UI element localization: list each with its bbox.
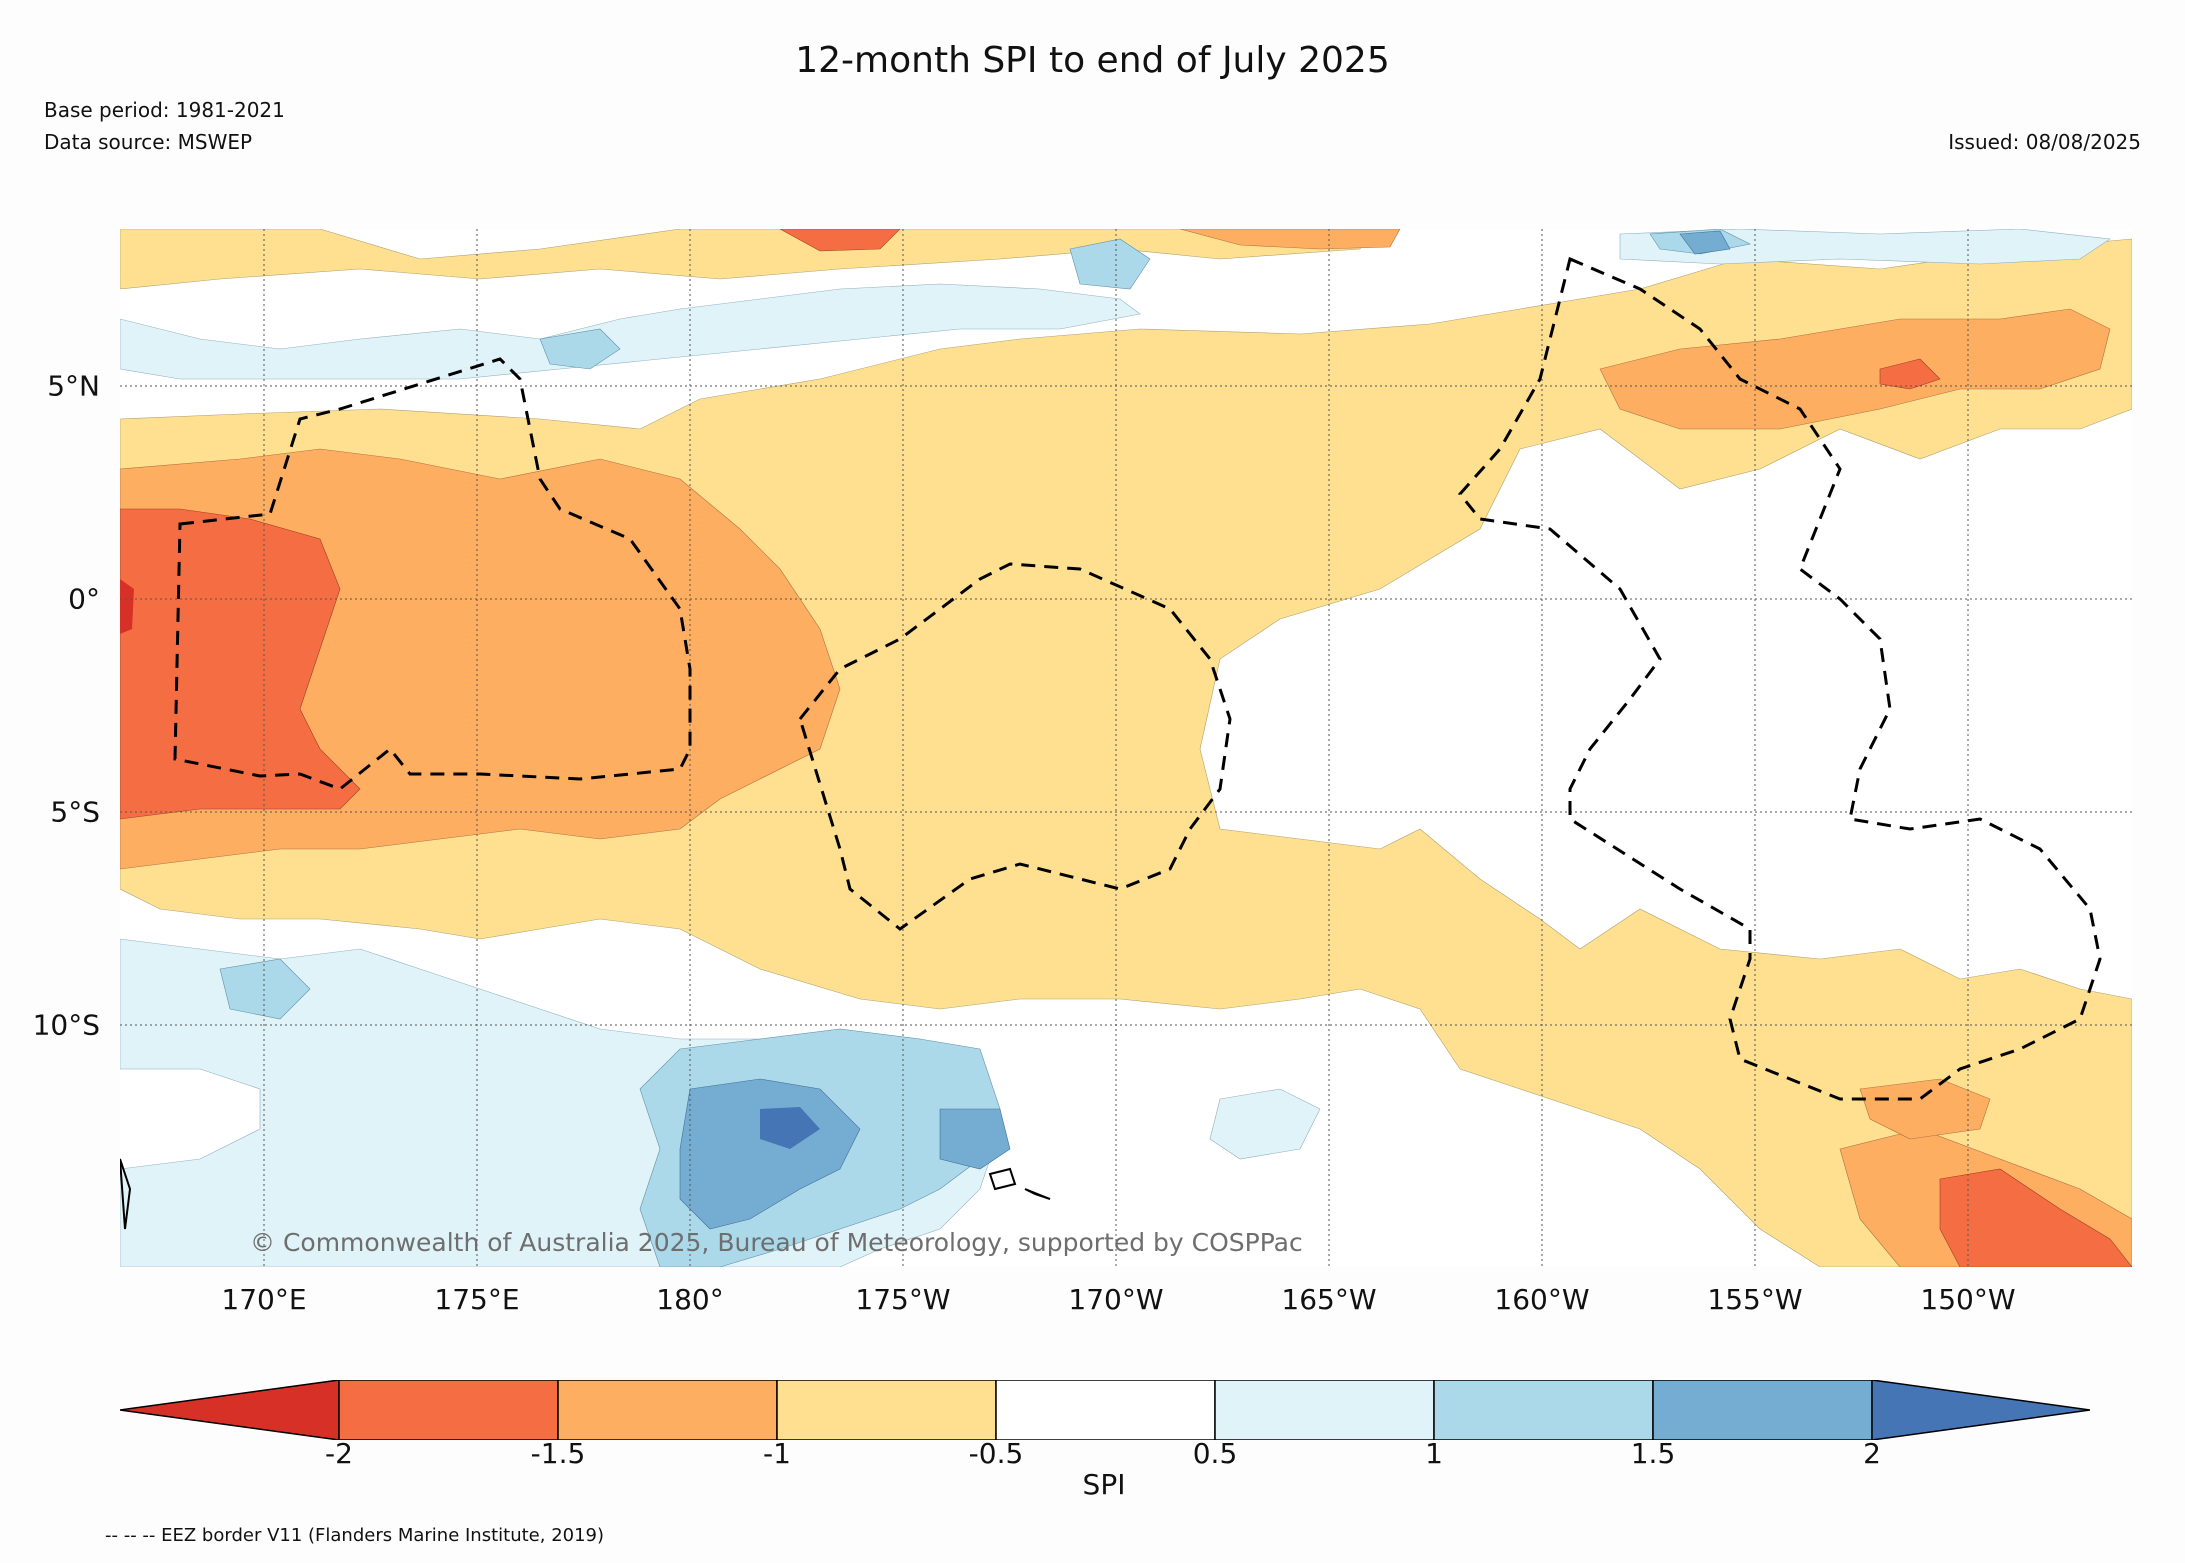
lon-tick-label: 175°W: [855, 1283, 951, 1316]
colorbar-segment: [1652, 1380, 1873, 1440]
spi-colorbar: [120, 1380, 2090, 1440]
lon-tick-label: 150°W: [1920, 1283, 2016, 1316]
lon-tick-label: 170°E: [221, 1283, 307, 1316]
eez-border-central: [798, 562, 1232, 931]
colorbar-tick-label: -1.5: [530, 1437, 586, 1470]
lon-tick-label: 180°: [656, 1283, 724, 1316]
spi-region-wet-very-extreme: [760, 1107, 820, 1149]
lon-tick-label: 160°W: [1494, 1283, 1590, 1316]
lon-tick-label: 170°W: [1068, 1283, 1164, 1316]
colorbar-tick-label: 0.5: [1192, 1437, 1238, 1470]
colorbar-tick-label: 1.5: [1630, 1437, 1676, 1470]
map-title: 12-month SPI to end of July 2025: [795, 40, 1390, 81]
colorbar-extend-high: [1871, 1380, 2090, 1440]
eez-border-west: [173, 357, 692, 791]
spi-region-wet-severe-n2: [539, 328, 621, 370]
island-2: [1024, 1188, 1051, 1200]
colorbar-tick-label: -2: [325, 1437, 353, 1470]
base-period: Base period: 1981-2021: [44, 98, 285, 122]
spi-region-dry-severe-top: [1179, 229, 1401, 250]
eez-legend-note: -- -- -- EEZ border V11 (Flanders Marine…: [105, 1525, 605, 1546]
issued-date: Issued: 08/08/2025: [1948, 130, 2141, 154]
colorbar-tick-label: -1: [763, 1437, 791, 1470]
spi-region-dry-extreme-top: [779, 229, 901, 252]
copyright-notice: © Commonwealth of Australia 2025, Bureau…: [250, 1228, 1303, 1257]
colorbar-title: SPI: [1082, 1468, 1126, 1501]
colorbar-tick-label: 1: [1425, 1437, 1443, 1470]
colorbar-segment: [557, 1380, 778, 1440]
spi-region-wet-extreme-2: [939, 1108, 1011, 1170]
spi-region-wet-moderate-sc: [1209, 1088, 1321, 1160]
colorbar-segment: [995, 1380, 1216, 1440]
lon-tick-label: 175°E: [434, 1283, 520, 1316]
island-3: [120, 1158, 132, 1230]
spi-map-canvas: [120, 229, 2132, 1267]
colorbar-segment: [1214, 1380, 1435, 1440]
spi-region-wet-severe-n: [1069, 238, 1151, 290]
colorbar-segment: [1433, 1380, 1654, 1440]
islands: [120, 1158, 1051, 1230]
spi-region-wet-moderate-north: [120, 283, 1141, 380]
spi-region-dry-severe-se2: [1859, 1078, 1991, 1140]
spi-region-dry-extreme-se: [1939, 1168, 2132, 1267]
spi-region-wet-severe-sw: [219, 958, 311, 1020]
island-1: [988, 1167, 1017, 1191]
colorbar-tick-label: -0.5: [968, 1437, 1024, 1470]
lat-tick-label: 10°S: [32, 1008, 100, 1042]
map-gridlines: [120, 229, 2132, 1267]
lat-tick-label: 0°: [68, 582, 100, 616]
spi-map: [120, 229, 2132, 1267]
eez-border-east: [1458, 256, 2102, 1101]
colorbar-segment: [338, 1380, 559, 1440]
spi-region-wet-extreme: [679, 1078, 861, 1230]
data-source: Data source: MSWEP: [44, 130, 253, 154]
spi-region-dry-severe-east: [1599, 308, 2111, 430]
spi-region-wet-moderate-ne: [1619, 229, 2111, 265]
eez-borders: [173, 256, 2102, 1101]
colorbar-extend-low: [120, 1380, 340, 1440]
colorbar-tick-label: 2: [1863, 1437, 1881, 1470]
spi-region-dry-extreme-east: [1879, 358, 1941, 390]
lat-tick-label: 5°S: [50, 795, 100, 829]
spi-region-dry-very-extreme: [120, 579, 134, 634]
lon-tick-label: 165°W: [1281, 1283, 1377, 1316]
lon-tick-label: 155°W: [1707, 1283, 1803, 1316]
lat-tick-label: 5°N: [47, 369, 100, 403]
spi-region-dry-moderate-north: [120, 229, 1371, 290]
colorbar-segment: [776, 1380, 997, 1440]
spi-region-wet-extreme-3: [1679, 230, 1731, 255]
